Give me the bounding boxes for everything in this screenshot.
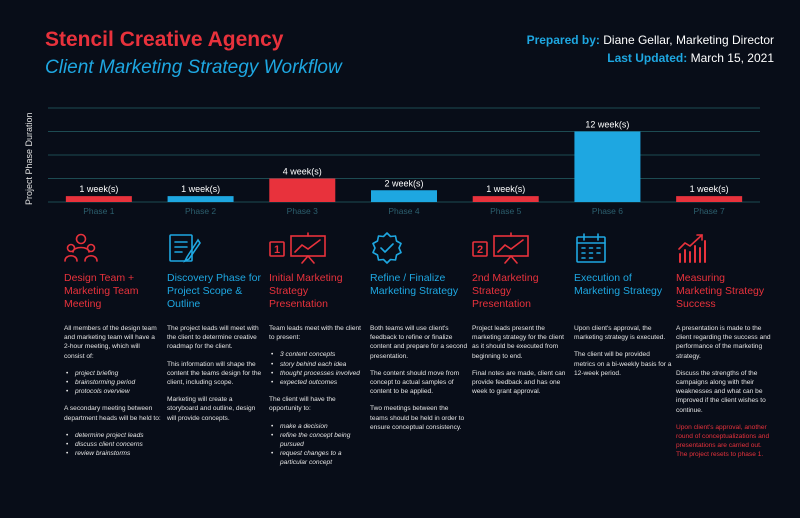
phase-7-paragraph: A presentation is made to the client reg…: [676, 325, 771, 360]
phase-2-title: Discovery Phase for Project Scope & Outl…: [167, 272, 261, 310]
phase-1-intro: All members of the design team and marke…: [64, 325, 157, 360]
prepared-value: Diane Gellar, Marketing Director: [603, 33, 774, 47]
bar-phase-2: [167, 196, 234, 202]
list-item: request changes to a particular concept: [269, 449, 367, 467]
data-label: 1 week(s): [181, 184, 220, 194]
data-label: 1 week(s): [690, 184, 729, 194]
x-tick-label: Phase 5: [490, 206, 521, 216]
list-item: discuss client concerns: [64, 440, 162, 449]
data-label: 1 week(s): [79, 184, 118, 194]
growth-chart-icon: [678, 234, 706, 263]
phase-6-paragraph: Upon client's approval, the marketing st…: [574, 325, 666, 342]
phase-4-title: Refine / Finalize Marketing Strategy: [370, 272, 459, 297]
presentation-1-icon: 1: [269, 232, 326, 264]
data-label: 12 week(s): [585, 120, 629, 130]
x-tick-label: Phase 2: [185, 206, 216, 216]
phase-6-paragraph: The client will be provided metrics on a…: [574, 351, 672, 377]
phase-duration-chart: 1 week(s) Phase 1 1 week(s) Phase 2 4 week(s…: [48, 107, 760, 216]
phase-3-intro: Team leads meet with the client to prese…: [269, 325, 361, 342]
data-label: 4 week(s): [283, 167, 322, 177]
list-item: review brainstorms: [64, 449, 162, 458]
list-item: protocols overview: [64, 387, 162, 396]
phase-2-paragraph: Marketing will create a storyboard and o…: [167, 396, 256, 422]
bar-phase-6: [574, 131, 641, 202]
phase-4-paragraph: Both teams will use client's feedback to…: [370, 325, 468, 360]
phase-1-title: Design Team + Marketing Team Meeting: [64, 272, 139, 310]
bar-phase-3: [269, 178, 336, 202]
phase-1-meeting-list: project briefing brainstorming period pr…: [64, 369, 162, 397]
phase-2-body: The project leads will meet with the cli…: [167, 324, 265, 431]
list-item: 3 content concepts: [269, 350, 367, 359]
list-item: refine the concept being pursued: [269, 431, 367, 449]
phase-7-reset-note: Upon client's approval, another round of…: [676, 423, 770, 459]
x-tick-label: Phase 1: [83, 206, 114, 216]
team-icon: [64, 233, 98, 262]
phase-6-body: Upon client's approval, the marketing st…: [574, 324, 672, 386]
list-item: brainstorming period: [64, 378, 162, 387]
check-badge-icon: [372, 232, 402, 264]
phase-3-opportunity-list: make a decision refine the concept being…: [269, 422, 367, 468]
phase-7-body: A presentation is made to the client reg…: [676, 324, 774, 468]
phase-7-paragraph: Discuss the strengths of the campaigns a…: [676, 369, 766, 414]
x-tick-label: Phase 4: [388, 206, 419, 216]
agency-title: Stencil Creative Agency: [45, 28, 284, 51]
phase-4-paragraph: Two meetings between the teams should be…: [370, 405, 465, 431]
phase-4-body: Both teams will use client's feedback to…: [370, 324, 468, 440]
x-tick-label: Phase 3: [287, 206, 318, 216]
phase-1-heads-list: determine project leads discuss client c…: [64, 431, 162, 459]
calendar-icon: [576, 233, 606, 263]
x-tick-label: Phase 6: [592, 206, 623, 216]
phase-1-body: All members of the design team and marke…: [64, 324, 162, 466]
phase-5-body: Project leads present the marketing stra…: [472, 324, 570, 404]
list-item: expected outcomes: [269, 378, 367, 387]
updated-label: Last Updated:: [607, 51, 688, 65]
phase-3-title: Initial Marketing Strategy Presentation: [269, 272, 343, 310]
phase-7-title: Measuring Marketing Strategy Success: [676, 272, 765, 310]
phase-2-paragraph: The project leads will meet with the cli…: [167, 325, 259, 351]
phase-1-secondary: A secondary meeting between department h…: [64, 405, 161, 422]
phase-5-paragraph: Project leads present the marketing stra…: [472, 325, 564, 360]
presentation-badge-number: 1: [274, 244, 280, 256]
prepared-label: Prepared by:: [526, 33, 600, 47]
bar-phase-5: [472, 196, 539, 202]
bar-phase-4: [371, 190, 437, 202]
phase-5-paragraph: Final notes are made, client can provide…: [472, 369, 566, 396]
list-item: story behind each idea: [269, 360, 367, 369]
data-label: 1 week(s): [486, 184, 525, 194]
list-item: make a decision: [269, 422, 367, 431]
phase-4-paragraph: The content should move from concept to …: [370, 369, 460, 396]
x-tick-label: Phase 7: [694, 206, 725, 216]
phase-3-present-list: 3 content concepts story behind each ide…: [269, 350, 367, 387]
phase-2-paragraph: This information will shape the content …: [167, 360, 262, 387]
phase-3-body: Team leads meet with the client to prese…: [269, 324, 367, 476]
list-item: determine project leads: [64, 431, 162, 440]
data-label: 2 week(s): [384, 178, 423, 188]
list-item: project briefing: [64, 369, 162, 378]
bar-phase-1: [65, 196, 132, 202]
document-pen-icon: [169, 234, 201, 263]
updated-value: March 15, 2021: [690, 51, 774, 65]
workflow-subtitle: Client Marketing Strategy Workflow: [45, 57, 342, 78]
document-meta: Prepared by: Diane Gellar, Marketing Dir…: [527, 31, 774, 67]
presentation-2-icon: 2: [472, 232, 529, 264]
phase-3-opportunity: The client will have the opportunity to:: [269, 396, 336, 413]
list-item: thought processes involved: [269, 369, 367, 378]
bar-phase-7: [676, 196, 743, 202]
phase-6-title: Execution of Marketing Strategy: [574, 272, 663, 297]
phase-5-title: 2nd Marketing Strategy Presentation: [472, 272, 539, 310]
presentation-badge-number: 2: [477, 244, 483, 256]
